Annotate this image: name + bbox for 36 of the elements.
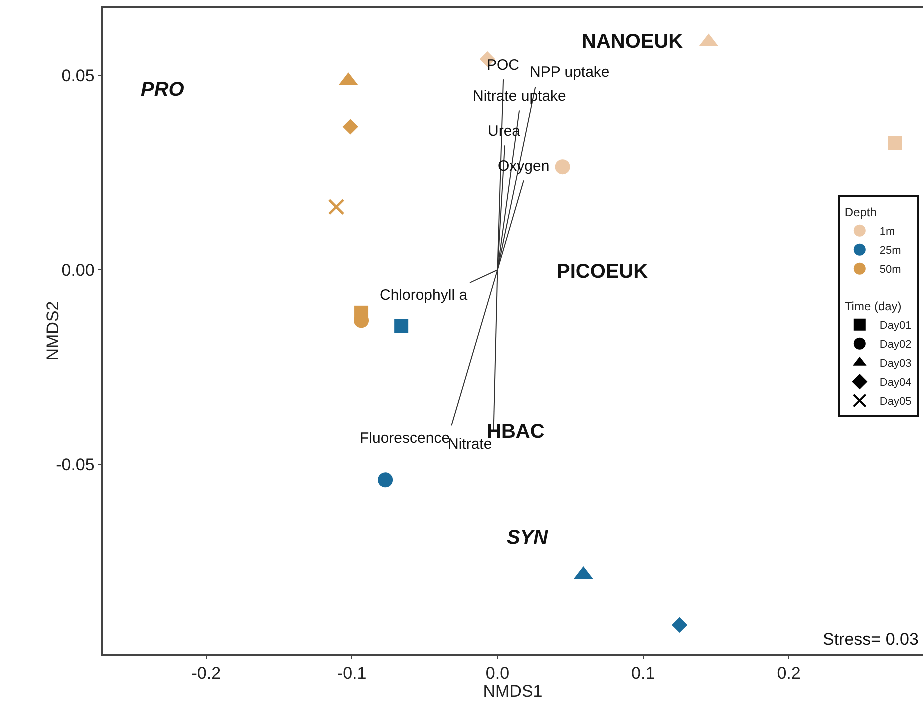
annotation: NPP uptake bbox=[530, 64, 610, 81]
legend-label: 25m bbox=[880, 245, 902, 258]
legend-label: Day02 bbox=[880, 339, 912, 352]
legend-label: Day05 bbox=[880, 396, 912, 408]
x-tick-label: 0.1 bbox=[632, 664, 656, 684]
point bbox=[328, 198, 345, 216]
text: Depth bbox=[844, 206, 877, 220]
point bbox=[555, 160, 570, 175]
legend-label: 50m bbox=[880, 264, 902, 276]
x-axis-title: NMDS1 bbox=[483, 682, 543, 701]
point bbox=[672, 617, 688, 634]
point bbox=[888, 136, 902, 150]
y-tick-label: -0.05 bbox=[56, 456, 95, 475]
x-tick-label: 0.0 bbox=[486, 664, 510, 684]
legend-label: 1m bbox=[880, 226, 896, 238]
y-axis-title: NMDS2 bbox=[44, 301, 62, 361]
point bbox=[342, 119, 358, 135]
annotation: Chlorophyll a bbox=[380, 287, 468, 304]
x-tick-label: 0.2 bbox=[777, 664, 801, 684]
annotation: PRO bbox=[141, 79, 185, 101]
annotation: SYN bbox=[507, 527, 549, 549]
point bbox=[394, 319, 409, 334]
annotation: POC bbox=[487, 57, 520, 74]
point bbox=[378, 472, 394, 488]
annotation: PICOEUK bbox=[557, 261, 649, 283]
annotation: Fluorescence bbox=[360, 430, 450, 447]
y-tick-label: 0.00 bbox=[62, 261, 95, 280]
y-tick-label: 0.05 bbox=[62, 66, 95, 86]
x-tick-label: -0.2 bbox=[192, 664, 222, 684]
annotation: NANOEUK bbox=[582, 31, 684, 53]
annotation: Stress= 0.03 bbox=[823, 630, 919, 649]
legend-label: Day01 bbox=[880, 320, 912, 332]
text: Time (day) bbox=[844, 300, 902, 314]
x-tick-label: -0.1 bbox=[337, 664, 367, 684]
legend-label: Day04 bbox=[880, 377, 912, 390]
legend-label: Day03 bbox=[880, 358, 912, 370]
